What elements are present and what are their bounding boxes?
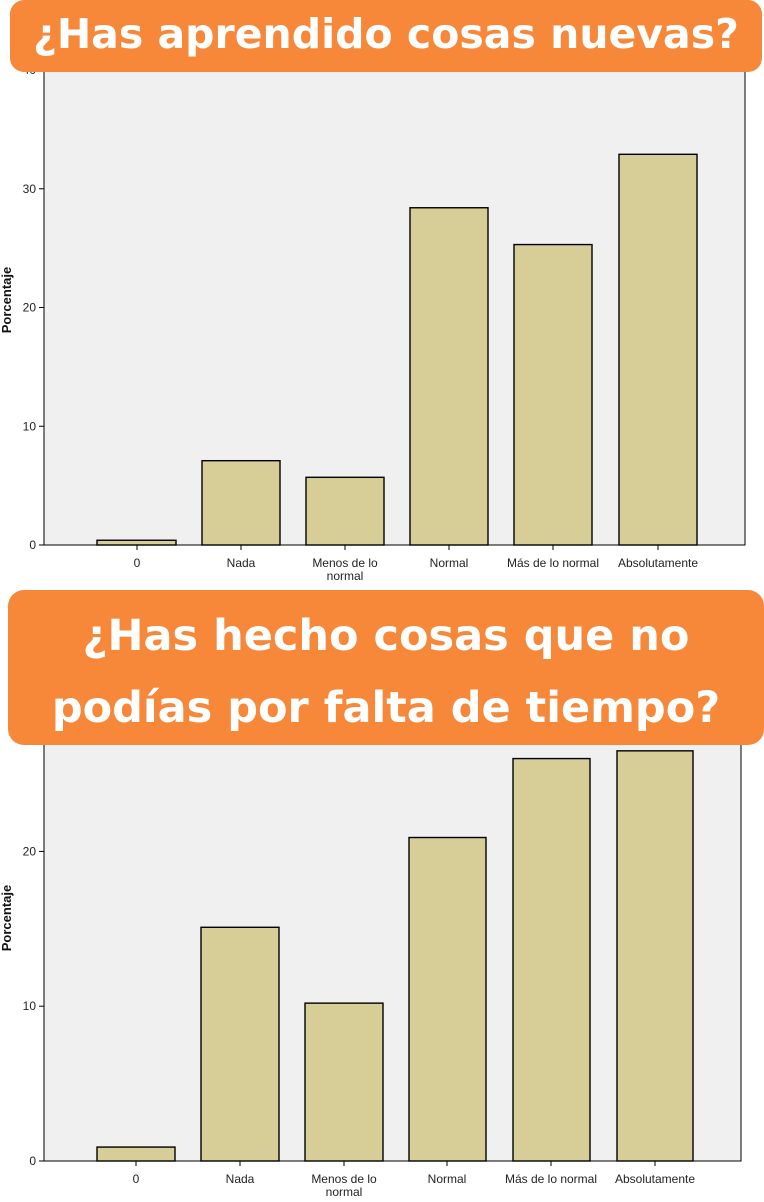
x-tick-label: Nada — [227, 556, 256, 570]
x-tick-label: 0 — [133, 1172, 140, 1186]
banner-background — [10, 0, 762, 72]
x-tick-label: Menos de lo normal — [311, 1172, 377, 1199]
y-axis-label: Porcentaje — [0, 267, 14, 333]
banner-background — [8, 590, 764, 745]
bar-menos-de-lo-normal — [305, 476, 385, 546]
bar-absolutamente — [618, 153, 698, 546]
y-axis-label: Porcentaje — [0, 885, 14, 951]
x-tick-label: Normal — [428, 1172, 467, 1186]
y-tick-label: 30 — [23, 182, 37, 196]
banner-title-line: podías por falta de tiempo? — [52, 683, 720, 733]
bar-nada — [201, 459, 281, 546]
bar-nada — [200, 926, 280, 1162]
y-tick-label: 20 — [23, 301, 37, 315]
bar-más-de-lo-normal — [512, 757, 591, 1162]
bar-normal — [408, 836, 487, 1162]
banner-title-line: ¿Has aprendido cosas nuevas? — [33, 10, 739, 58]
bar-menos-de-lo-normal — [304, 1002, 384, 1162]
banner-title-line: ¿Has hecho cosas que no — [83, 611, 690, 661]
x-tick-label: Más de lo normal — [507, 556, 599, 570]
chart-1: 010203040Porcentaje0NadaMenos de lonorma… — [0, 63, 746, 583]
x-tick-label: Absolutamente — [615, 1172, 695, 1186]
y-tick-label: 0 — [29, 1154, 36, 1168]
bar-0 — [96, 1146, 176, 1162]
title-banner-2: ¿Has hecho cosas que no podías por falta … — [8, 590, 764, 745]
bar-absolutamente — [616, 750, 694, 1162]
x-tick-label: 0 — [134, 556, 141, 570]
bar-normal — [409, 207, 489, 546]
x-tick-label: Nada — [226, 1172, 255, 1186]
bar-0 — [96, 539, 177, 546]
x-tick-label: Más de lo normal — [505, 1172, 597, 1186]
x-tick-label: Normal — [430, 556, 469, 570]
y-tick-label: 0 — [29, 538, 36, 552]
y-tick-label: 10 — [23, 419, 37, 433]
title-banner-1: ¿Has aprendido cosas nuevas? — [10, 0, 762, 72]
x-tick-label: Menos de lo normal — [312, 556, 378, 583]
y-tick-label: 20 — [23, 844, 37, 858]
y-tick-label: 10 — [23, 999, 37, 1013]
x-tick-label: Absolutamente — [618, 556, 698, 570]
chart-2: 0 10 20 Porcentaje 0 Nada Menos de lo normal Nor… — [0, 739, 742, 1199]
bar-más-de-lo-normal — [513, 243, 593, 546]
